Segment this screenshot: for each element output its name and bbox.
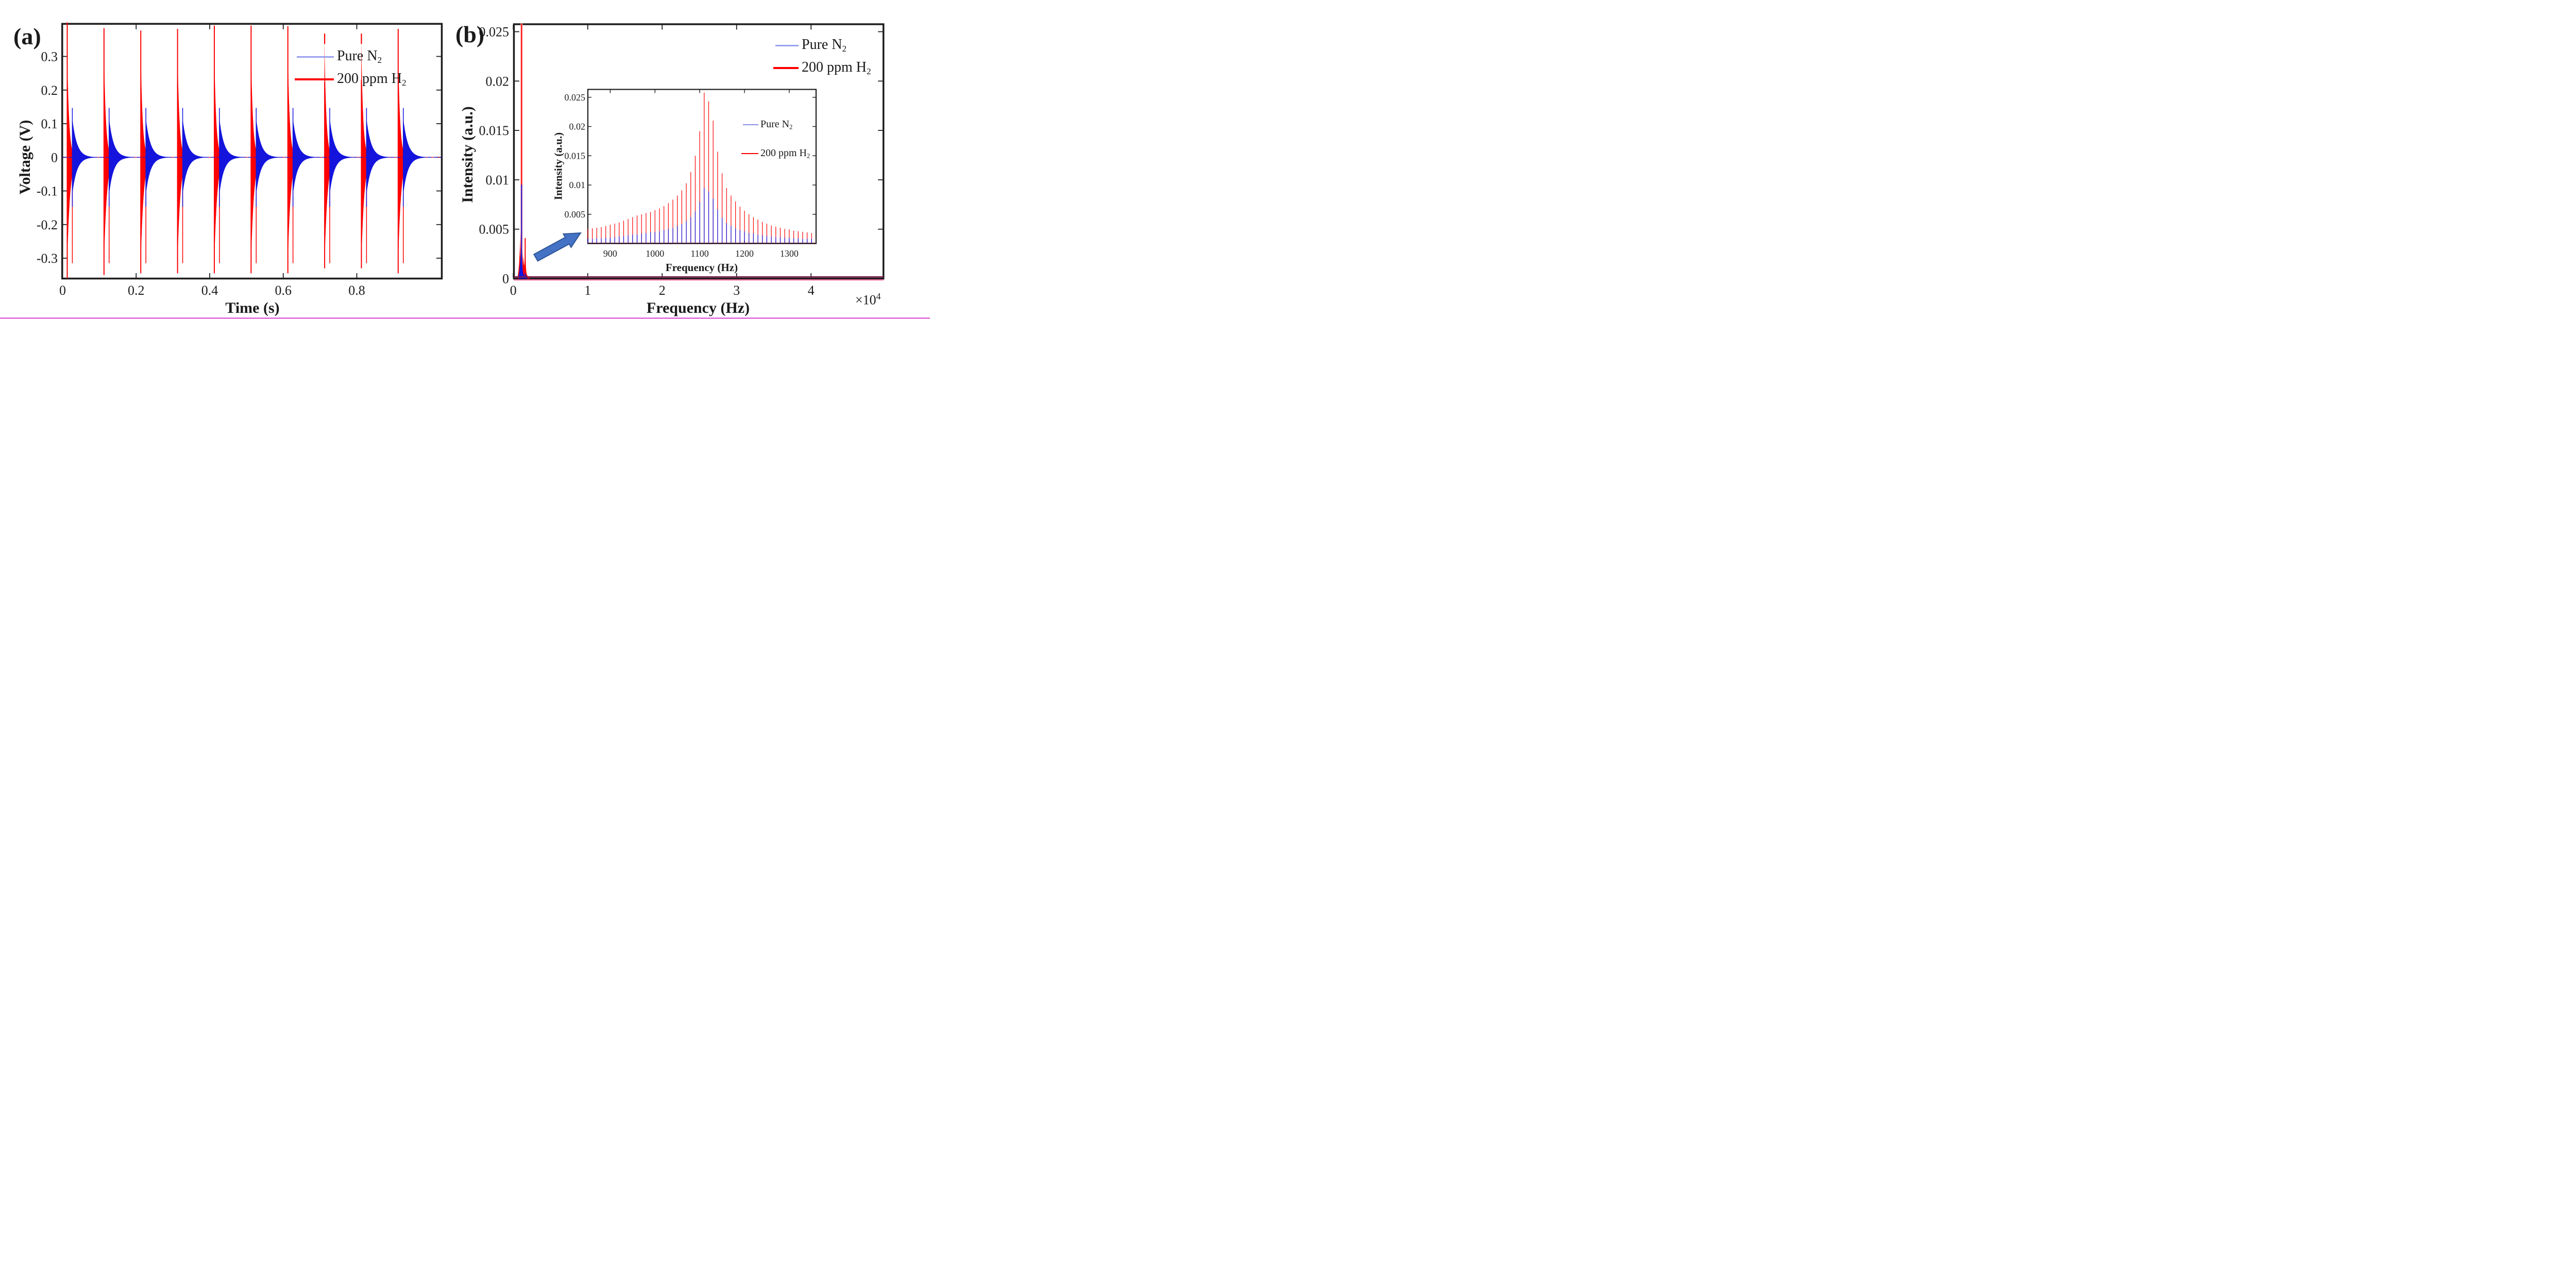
panel-b-y-tick-label: 0.01 (486, 173, 510, 188)
inset-y-tick-label: 0.01 (569, 180, 586, 190)
panel-b-y-tick-label: 0.025 (479, 25, 510, 40)
n2-burst-envelope (256, 119, 279, 194)
panel-a-y-tick-label: -0.3 (37, 251, 58, 266)
bottom-border-line (0, 317, 930, 319)
inset-x-tick-label: 1100 (690, 248, 708, 259)
n2-burst-envelope (330, 119, 353, 194)
zoom-arrow-icon (533, 232, 582, 262)
n2-spectrum-envelope (518, 246, 528, 279)
inset-background (587, 88, 817, 245)
panel-a-y-tick-label: 0 (51, 150, 58, 165)
panel-a-y-tick-label: -0.2 (37, 217, 58, 232)
panel-b-y-tick-label: 0 (502, 272, 509, 287)
n2-burst-envelope (219, 119, 243, 194)
panel-a-x-tick-label: 0.6 (275, 283, 292, 298)
panel-a-tag: (a) (13, 23, 41, 49)
inset-legend-item-h2: 200 ppm H2 (741, 148, 810, 159)
panel-b-x-tick-label: 4 (808, 283, 815, 298)
panel-a-x-tick-label: 0.4 (201, 283, 218, 298)
panel-a-legend-item-n2: Pure N2 (297, 49, 382, 65)
inset-x-tick-label: 900 (603, 248, 617, 259)
n2-legend-line-icon (743, 124, 758, 126)
inset-legend-label-n2: Pure N2 (760, 119, 793, 131)
panel-b-x-tick-label: 3 (733, 283, 740, 298)
plots-svg: 0 0.2 0.4 0.6 0.8 0.3 0.2 0.1 0 -0.1 -0.2 -0.3 0 1 2 3 4… (0, 22, 930, 319)
figure-canvas: 0 0.2 0.4 0.6 0.8 0.3 0.2 0.1 0 -0.1 -0.2 -0.3 0 1 2 3 4… (0, 0, 930, 319)
n2-burst-envelope (182, 119, 206, 194)
panel-a-y-tick-label: -0.1 (37, 184, 58, 199)
panel-b-tag: (b) (455, 21, 485, 47)
panel-b-legend-label-h2: 200 ppm H2 (802, 59, 871, 77)
panel-b-y-tick-label: 0.02 (486, 74, 510, 89)
panel-b-y-axis-label: Intensity (a.u.) (459, 106, 476, 203)
panel-a-x-tick-label: 0.8 (348, 283, 365, 298)
panel-a-legend-label-n2: Pure N2 (337, 48, 382, 65)
inset-x-axis-label: Frequency (Hz) (665, 261, 738, 274)
n2-burst-envelope (403, 119, 427, 194)
inset-x-tick-label: 1000 (646, 248, 664, 259)
panel-a-legend-label-h2: 200 ppm H2 (337, 71, 406, 88)
inset-legend-label-h2: 200 ppm H2 (760, 147, 810, 160)
panel-a-y-tick-label: 0.1 (41, 116, 58, 131)
inset-y-tick-label: 0.005 (565, 209, 586, 220)
inset-legend-item-n2: Pure N2 (743, 119, 792, 130)
panel-a-legend-item-h2: 200 ppm H2 (295, 72, 406, 88)
panel-b-axes-box (513, 23, 885, 280)
h2-spectrum-envelope (517, 217, 530, 279)
panel-b-axis-multiplier: ×104 (855, 291, 881, 308)
inset-y-axis-label: Intensity (a.u.) (552, 132, 565, 200)
n2-legend-line-icon (775, 44, 799, 46)
h2-legend-line-icon (773, 67, 799, 70)
inset-x-tick-label: 1300 (780, 248, 799, 259)
panel-b-x-axis-label: Frequency (Hz) (646, 299, 750, 316)
panel-a-axes-box (61, 23, 443, 280)
panel-b-x-tick-label: 2 (659, 283, 666, 298)
panel-b-x-tick-label: 1 (584, 283, 591, 298)
inset-x-tick-label: 1200 (735, 248, 754, 259)
n2-legend-line-icon (297, 56, 334, 58)
inset-y-tick-label: 0.025 (565, 92, 586, 103)
panel-b-y-tick-label: 0.015 (479, 123, 510, 138)
inset-y-tick-label: 0.015 (565, 150, 586, 161)
panel-b-legend-label-n2: Pure N2 (802, 37, 847, 54)
panel-a-y-tick-label: 0.3 (41, 49, 58, 64)
panel-a-y-axis-label: Voltage (V) (16, 120, 33, 195)
n2-burst-envelope (72, 119, 95, 194)
n2-burst-envelope (109, 119, 132, 194)
h2-legend-line-icon (741, 153, 758, 155)
inset-axes-box (587, 89, 817, 244)
panel-a-y-tick-label: 0.2 (41, 83, 58, 98)
panel-b-legend-item-n2: Pure N2 (775, 38, 846, 54)
panel-b-x-tick-label: 0 (510, 283, 517, 298)
panel-b-y-tick-label: 0.005 (479, 222, 510, 237)
panel-a-x-axis-label: Time (s) (225, 299, 280, 316)
inset-y-tick-label: 0.02 (569, 122, 586, 132)
h2-legend-line-icon (295, 78, 334, 81)
n2-burst-envelope (146, 119, 169, 194)
n2-burst-envelope (366, 119, 389, 194)
panel-b-legend-item-h2: 200 ppm H2 (773, 60, 871, 76)
panel-a-x-tick-label: 0 (59, 283, 66, 298)
n2-burst-envelope (293, 119, 316, 194)
panel-a-x-tick-label: 0.2 (128, 283, 145, 298)
